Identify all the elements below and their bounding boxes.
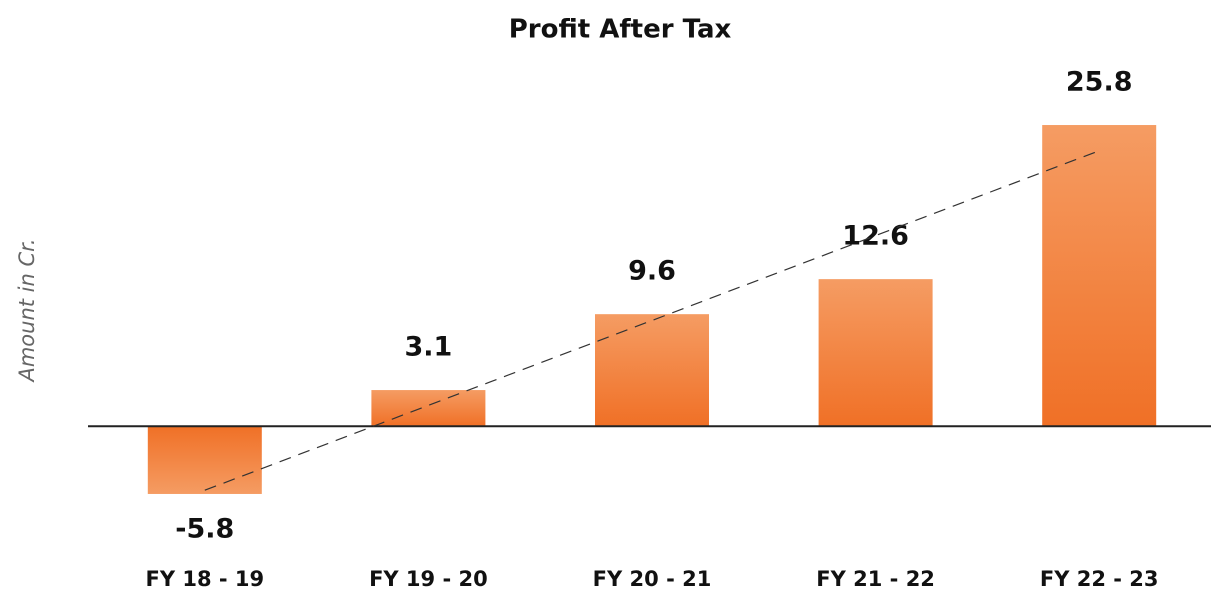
value-label: -5.8	[175, 513, 234, 544]
y-axis-label: Amount in Cr.	[15, 238, 39, 383]
bar	[595, 314, 709, 427]
x-tick-label: FY 18 - 19	[145, 567, 264, 591]
value-label: 3.1	[404, 332, 452, 363]
bar	[147, 426, 262, 494]
bar	[818, 279, 933, 427]
bar	[371, 390, 486, 427]
x-tick-label: FY 21 - 22	[816, 567, 935, 591]
chart-title: Profit After Tax	[509, 15, 732, 45]
value-label: 25.8	[1066, 67, 1133, 98]
value-label: 9.6	[628, 256, 676, 287]
x-tick-label: FY 22 - 23	[1040, 567, 1159, 591]
value-label: 12.6	[842, 221, 909, 252]
x-tick-label: FY 19 - 20	[369, 567, 488, 591]
x-tick-label: FY 20 - 21	[593, 567, 712, 591]
bar	[1042, 125, 1157, 427]
